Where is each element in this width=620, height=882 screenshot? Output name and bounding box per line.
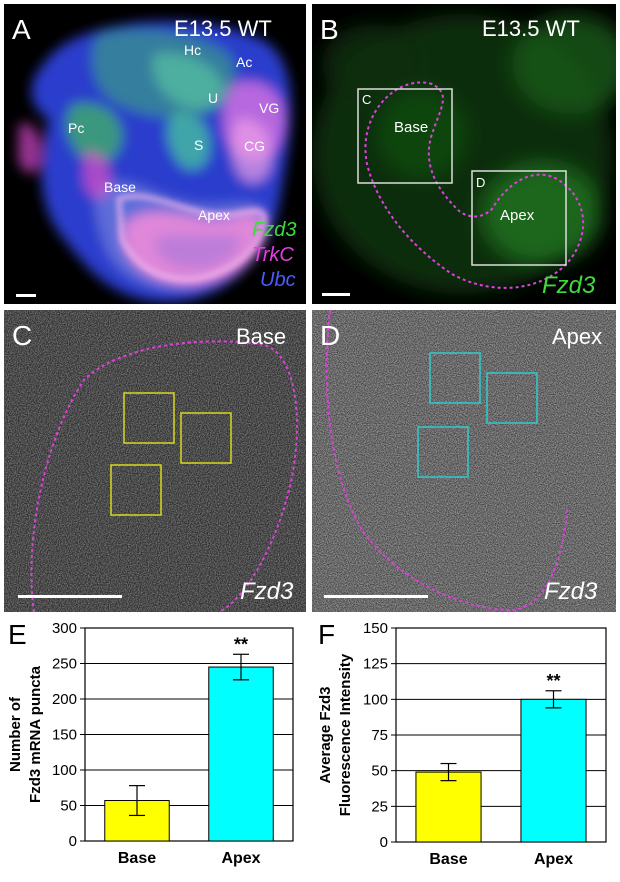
inset-label-c: C [362, 92, 372, 107]
y-tick-label: 0 [380, 834, 388, 851]
panel-d: D Apex Fzd3 [312, 310, 616, 612]
y-tick-label: 150 [52, 727, 77, 744]
channel-label-fzd3: Fzd3 [542, 272, 596, 299]
legend-ubc: Ubc [260, 269, 296, 291]
region-label-base: Base [394, 119, 429, 136]
bar [415, 771, 482, 843]
y-tick-label: 25 [371, 798, 388, 815]
chart-e-svg: E 0 50 100 150 200 250 300 Base ** Apex Number of Fz… [7, 619, 294, 867]
structure-label-cg: CG [244, 138, 265, 154]
y-tick-label: 150 [363, 620, 388, 637]
panel-d-title: Apex [552, 324, 603, 349]
panel-d-image [312, 310, 616, 612]
cochlea-outline [364, 81, 584, 289]
y-tick-label: 50 [371, 763, 388, 780]
panel-letter-a: A [12, 14, 31, 45]
scale-bar [322, 293, 350, 296]
cochlea-outline [30, 340, 298, 612]
channel-label-fzd3: Fzd3 [544, 578, 598, 605]
cochlea-outline [325, 310, 568, 612]
chart-f-svg: F 0 25 50 75 100 125 150 Base ** Apex Average Fzd3 F… [317, 619, 607, 868]
inset-label-d: D [476, 175, 486, 190]
y-tick-label: 250 [52, 656, 77, 673]
roi-box [123, 392, 175, 444]
panel-b: B E13.5 WT C D Base Apex Fzd3 [312, 4, 616, 304]
chart-f: F 0 25 50 75 100 125 150 Base ** Apex Average Fzd3 F… [310, 614, 620, 877]
bar [208, 666, 274, 842]
roi-box [180, 412, 232, 464]
y-tick-label: 300 [52, 620, 77, 637]
legend-fzd3: Fzd3 [252, 219, 297, 241]
plot-frame [395, 627, 607, 843]
panel-letter: F [318, 619, 335, 650]
scale-bar [324, 595, 428, 598]
structure-label-vg: VG [259, 100, 280, 116]
y-tick-label: 100 [52, 762, 77, 779]
chart-e: E 0 50 100 150 200 250 300 Base ** Apex Number of Fz… [0, 614, 310, 877]
plot-frame [84, 627, 294, 842]
significance-marker: ** [546, 671, 560, 691]
region-label-apex: Apex [500, 207, 535, 224]
panel-b-image [312, 4, 616, 304]
panel-a: A E13.5 WT Hc Ac U VG Pc S CG Base Apex … [4, 4, 306, 304]
channel-label-fzd3: Fzd3 [240, 578, 294, 605]
inset-box-d [471, 170, 567, 266]
y-tick-label: 75 [371, 727, 388, 744]
x-tick-label: Base [118, 850, 156, 867]
y-axis-label: Fluorescence Intensity [337, 653, 354, 816]
y-axis-label: Fzd3 mRNA puncta [27, 665, 44, 803]
structure-label-s: S [194, 137, 204, 153]
inset-box-c [357, 88, 453, 184]
structure-label-base: Base [104, 179, 136, 195]
significance-marker: ** [234, 634, 248, 654]
y-tick-label: 125 [363, 656, 388, 673]
structure-label-hc: Hc [184, 42, 202, 58]
panel-a-title: E13.5 WT [174, 16, 272, 41]
panel-letter-c: C [12, 320, 33, 351]
roi-box [486, 372, 538, 424]
y-axis-label: Number of [7, 696, 24, 772]
bar [520, 698, 587, 843]
structure-label-u: U [208, 90, 219, 106]
panel-c-image [4, 310, 306, 612]
structure-label-apex: Apex [198, 207, 230, 223]
panel-letter: E [8, 619, 27, 650]
x-tick-label: Apex [534, 851, 573, 868]
panel-letter-d: D [320, 320, 341, 351]
y-tick-label: 50 [60, 798, 77, 815]
roi-box [429, 352, 481, 404]
y-tick-label: 0 [69, 833, 77, 850]
panel-letter-b: B [320, 14, 339, 45]
x-tick-label: Apex [221, 850, 260, 867]
panel-a-image [4, 4, 306, 304]
roi-box [417, 426, 469, 478]
y-tick-label: 100 [363, 691, 388, 708]
scale-bar [16, 294, 36, 297]
panel-b-title: E13.5 WT [482, 16, 580, 41]
x-tick-label: Base [429, 851, 467, 868]
roi-box [110, 464, 162, 516]
structure-label-ac: Ac [236, 54, 253, 70]
scale-bar [18, 595, 122, 598]
panel-c: C Base Fzd3 [4, 310, 306, 612]
structure-label-pc: Pc [68, 120, 85, 136]
y-axis-label: Average Fzd3 [317, 687, 334, 784]
panel-c-title: Base [236, 324, 287, 349]
legend-trkc: TrkC [252, 244, 294, 266]
y-tick-label: 200 [52, 691, 77, 708]
